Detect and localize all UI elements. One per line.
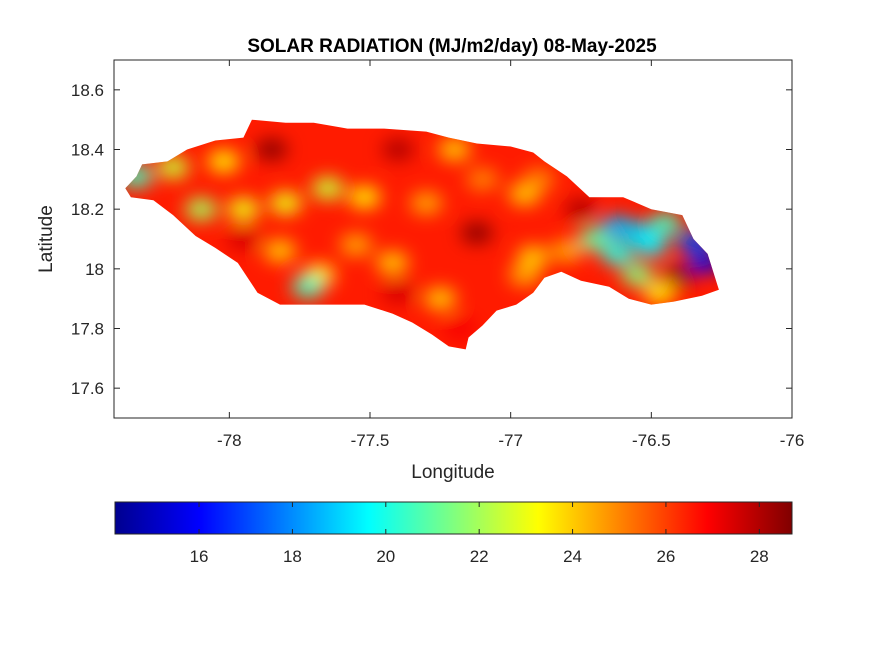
y-tick-label: 18.6 xyxy=(71,81,104,100)
x-tick-label: -76.5 xyxy=(632,431,671,450)
y-axis-label: Latitude xyxy=(36,205,57,273)
heatmap-cell xyxy=(264,239,296,262)
heatmap-cell xyxy=(185,198,218,221)
x-tick-label: -77 xyxy=(498,431,523,450)
heatmap-cell xyxy=(466,168,499,191)
heatmap-cell xyxy=(382,281,415,304)
heatmap-cell xyxy=(424,287,457,310)
heatmap-cell xyxy=(565,198,597,221)
heatmap-cell xyxy=(460,222,493,244)
x-tick-label: -77.5 xyxy=(351,431,390,450)
heatmap-cell xyxy=(382,138,415,161)
heatmap-cell xyxy=(517,245,550,268)
y-axis-ticks: 17.6 17.8 18 18.2 18.4 18.6 xyxy=(71,81,792,398)
colorbar-tick-label: 28 xyxy=(750,547,769,566)
colorbar-tick-label: 20 xyxy=(376,547,395,566)
heatmap-cell xyxy=(292,275,325,298)
heatmap-cell xyxy=(621,263,654,286)
colorbar-tick-label: 26 xyxy=(656,547,675,566)
colorbar-tick-label: 24 xyxy=(563,547,582,566)
heatmap-cell xyxy=(311,177,344,200)
heatmap-cell xyxy=(227,198,260,221)
heatmap-cell xyxy=(157,156,190,179)
colorbar-tick-label: 18 xyxy=(283,547,302,566)
y-tick-label: 18.2 xyxy=(71,200,104,219)
heatmap-cell xyxy=(601,242,634,265)
y-tick-label: 17.8 xyxy=(71,320,104,339)
heatmap-cell xyxy=(339,234,372,256)
x-tick-label: -76 xyxy=(780,431,805,450)
colorbar-ticks: 16 18 20 22 24 26 28 xyxy=(190,502,769,566)
heatmap-cell xyxy=(255,138,288,161)
heatmap-cell xyxy=(269,192,302,215)
heatmap-cell xyxy=(227,228,260,250)
x-tick-label: -78 xyxy=(217,431,242,450)
heatmap-cell xyxy=(635,234,668,256)
heatmap-cell xyxy=(410,192,443,215)
colorbar-tick-label: 16 xyxy=(190,547,209,566)
y-tick-label: 18.4 xyxy=(71,141,104,160)
x-axis-label: Longitude xyxy=(411,462,494,483)
heatmap-cell xyxy=(207,150,240,173)
heatmap-cell xyxy=(579,228,612,250)
heatmap-cell xyxy=(643,281,676,304)
heatmap-cell xyxy=(444,317,476,340)
heatmap-cell xyxy=(550,239,583,262)
heatmap-cell xyxy=(376,251,409,274)
y-tick-label: 17.6 xyxy=(71,379,104,398)
heatmap-cell xyxy=(438,138,471,161)
heatmap-cell xyxy=(663,263,696,286)
y-tick-label: 18 xyxy=(85,260,104,279)
x-axis-ticks: -78 -77.5 -77 -76.5 -76 xyxy=(217,60,804,450)
chart-title: SOLAR RADIATION (MJ/m2/day) 08-May-2025 xyxy=(247,36,657,57)
heatmap-cell xyxy=(649,213,682,236)
heatmap-cell xyxy=(508,263,541,286)
colorbar xyxy=(114,501,793,535)
heatmap-cell xyxy=(522,168,555,191)
colorbar-tick-label: 22 xyxy=(470,547,489,566)
heatmap-cell xyxy=(348,186,381,209)
